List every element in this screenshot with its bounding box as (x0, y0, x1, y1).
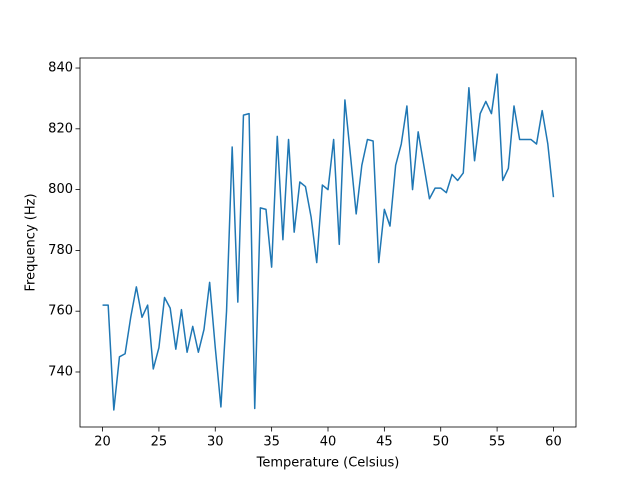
y-tick-label: 760 (48, 304, 73, 319)
y-axis-label: Frequency (Hz) (24, 193, 39, 291)
y-tick-label: 840 (48, 61, 73, 76)
x-tick-label: 35 (263, 435, 280, 450)
x-tick-label: 45 (376, 435, 393, 450)
y-tick-label: 780 (48, 243, 73, 258)
y-tick-label: 800 (48, 182, 73, 197)
y-tick-label: 740 (48, 364, 73, 379)
x-tick-label: 50 (432, 435, 449, 450)
x-tick-label: 20 (94, 435, 111, 450)
x-tick-label: 55 (489, 435, 506, 450)
x-axis-label: Temperature (Celsius) (256, 456, 400, 471)
x-tick-label: 40 (320, 435, 337, 450)
plot-frame (79, 57, 577, 428)
x-tick-label: 60 (545, 435, 562, 450)
data-line (102, 73, 555, 411)
y-tick-label: 820 (48, 121, 73, 136)
x-tick-label: 25 (151, 435, 168, 450)
x-tick-label: 30 (207, 435, 224, 450)
